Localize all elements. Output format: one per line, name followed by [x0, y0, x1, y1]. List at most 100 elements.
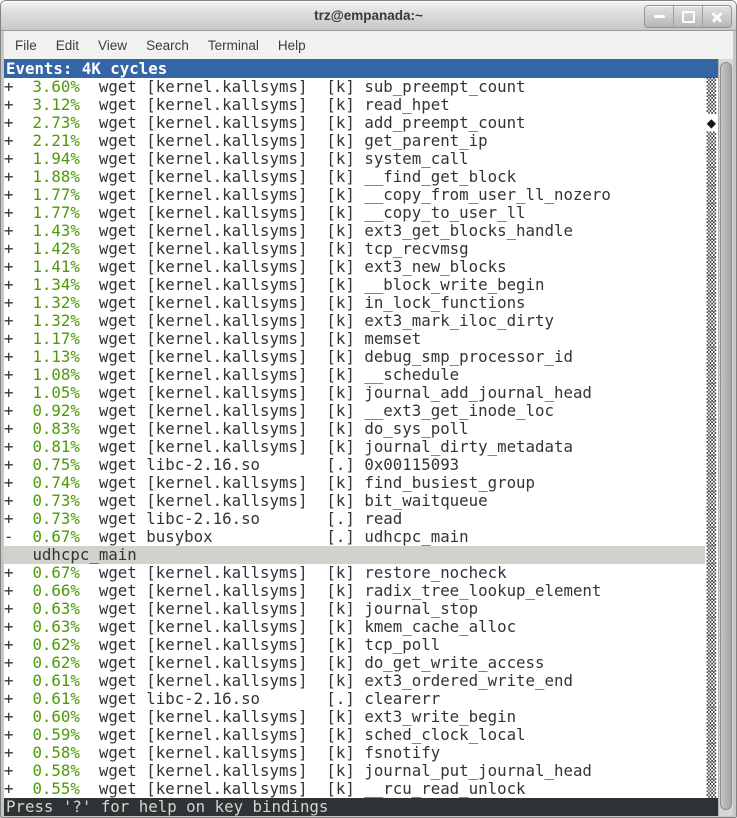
- perf-row[interactable]: + 0.73% wget [kernel.kallsyms] [k] bit_w…: [4, 491, 717, 510]
- perf-row[interactable]: + 1.13% wget [kernel.kallsyms] [k] debug…: [4, 347, 717, 366]
- perf-row[interactable]: + 1.32% wget [kernel.kallsyms] [k] ext3_…: [4, 311, 717, 330]
- perf-row[interactable]: + 2.21% wget [kernel.kallsyms] [k] get_p…: [4, 131, 717, 150]
- close-icon: [711, 11, 723, 23]
- menu-item-view[interactable]: View: [98, 37, 128, 53]
- tui-scrollbar-block-icon: ▒: [706, 95, 717, 114]
- tui-scrollbar-block-icon: ▒: [706, 761, 717, 780]
- window-controls: [644, 5, 732, 28]
- tui-scrollbar-block-icon: ▒: [706, 275, 717, 294]
- perf-row[interactable]: + 2.73% wget [kernel.kallsyms] [k] add_p…: [4, 113, 717, 132]
- tui-scrollbar-block-icon: ▒: [706, 293, 717, 312]
- tui-scrollbar-block-icon: ▒: [706, 239, 717, 258]
- tui-scrollbar-block-icon: ▒: [706, 545, 717, 564]
- tui-scrollbar-block-icon: ▒: [706, 743, 717, 762]
- tui-scrollbar-block-icon: ▒: [706, 365, 717, 384]
- menu-item-edit[interactable]: Edit: [55, 37, 80, 53]
- tui-scrollbar-block-icon: ▒: [706, 473, 717, 492]
- perf-row[interactable]: + 1.88% wget [kernel.kallsyms] [k] __fin…: [4, 167, 717, 186]
- perf-row[interactable]: + 1.34% wget [kernel.kallsyms] [k] __blo…: [4, 275, 717, 294]
- terminal-scrollbar[interactable]: [718, 59, 733, 816]
- tui-scrollbar-block-icon: ▒: [706, 509, 717, 528]
- tui-scrollbar-block-icon: ▒: [706, 581, 717, 600]
- perf-row[interactable]: + 1.77% wget [kernel.kallsyms] [k] __cop…: [4, 185, 717, 204]
- tui-scrollbar-block-icon: ▒: [706, 257, 717, 276]
- perf-row[interactable]: + 1.77% wget [kernel.kallsyms] [k] __cop…: [4, 203, 717, 222]
- perf-row[interactable]: + 0.62% wget [kernel.kallsyms] [k] tcp_p…: [4, 635, 717, 654]
- perf-row[interactable]: + 1.32% wget [kernel.kallsyms] [k] in_lo…: [4, 293, 717, 312]
- tui-scrollbar-block-icon: ▒: [706, 149, 717, 168]
- tui-scrollbar-block-icon: ▒: [706, 203, 717, 222]
- titlebar[interactable]: trz@empanada:~: [1, 1, 736, 31]
- tui-scrollbar-block-icon: ▒: [706, 455, 717, 474]
- perf-row[interactable]: + 0.75% wget libc-2.16.so [.] 0x00115093…: [4, 455, 717, 474]
- tui-scrollbar-block-icon: ▒: [706, 131, 717, 150]
- perf-callchain-row[interactable]: udhcpc_main ▒: [4, 545, 717, 564]
- tui-scrollbar-block-icon: ▒: [706, 311, 717, 330]
- perf-rows: + 3.60% wget [kernel.kallsyms] [k] sub_p…: [4, 78, 718, 798]
- menubar: File Edit View Search Terminal Help: [4, 31, 733, 59]
- tui-scrollbar-block-icon: ▒: [706, 221, 717, 240]
- tui-scrollbar-block-icon: ▒: [706, 599, 717, 618]
- perf-row[interactable]: + 1.42% wget [kernel.kallsyms] [k] tcp_r…: [4, 239, 717, 258]
- perf-row[interactable]: + 0.59% wget [kernel.kallsyms] [k] sched…: [4, 725, 717, 744]
- perf-row[interactable]: + 0.81% wget [kernel.kallsyms] [k] journ…: [4, 437, 717, 456]
- perf-row[interactable]: + 0.73% wget libc-2.16.so [.] read ▒: [4, 509, 717, 528]
- window-title: trz@empanada:~: [314, 8, 423, 23]
- perf-row[interactable]: + 0.61% wget libc-2.16.so [.] clearerr ▒: [4, 689, 717, 708]
- tui-scrollbar-block-icon: ▒: [706, 383, 717, 402]
- perf-row[interactable]: + 0.83% wget [kernel.kallsyms] [k] do_sy…: [4, 419, 717, 438]
- maximize-icon: [681, 10, 695, 23]
- tui-scrollbar-block-icon: ▒: [706, 419, 717, 438]
- tui-scrollbar-block-icon: ▒: [706, 491, 717, 510]
- tui-scrollbar-block-icon: ▒: [706, 563, 717, 582]
- tui-scrollbar-block-icon: ▒: [706, 707, 717, 726]
- terminal-content[interactable]: Events: 4K cycles + 3.60% wget [kernel.k…: [4, 59, 733, 816]
- tui-scrollbar-block-icon: ▒: [706, 779, 717, 798]
- perf-tui-screen[interactable]: Events: 4K cycles + 3.60% wget [kernel.k…: [4, 59, 719, 816]
- perf-row[interactable]: + 0.92% wget [kernel.kallsyms] [k] __ext…: [4, 401, 717, 420]
- menu-item-file[interactable]: File: [15, 37, 37, 53]
- perf-row[interactable]: + 0.74% wget [kernel.kallsyms] [k] find_…: [4, 473, 717, 492]
- perf-row[interactable]: + 0.63% wget [kernel.kallsyms] [k] kmem_…: [4, 617, 717, 636]
- perf-status-line: Press '?' for help on key bindings: [4, 798, 719, 816]
- tui-scrollbar-block-icon: ▒: [706, 437, 717, 456]
- tui-scrollbar-position-icon: ◆: [706, 113, 717, 132]
- terminal-scrollbar-thumb[interactable]: [720, 62, 732, 810]
- perf-row[interactable]: + 3.12% wget [kernel.kallsyms] [k] read_…: [4, 95, 717, 114]
- tui-scrollbar-block-icon: ▒: [706, 77, 717, 96]
- perf-row[interactable]: + 0.66% wget [kernel.kallsyms] [k] radix…: [4, 581, 717, 600]
- perf-row[interactable]: + 0.61% wget [kernel.kallsyms] [k] ext3_…: [4, 671, 717, 690]
- perf-row[interactable]: + 0.67% wget [kernel.kallsyms] [k] resto…: [4, 563, 717, 582]
- perf-row[interactable]: + 1.05% wget [kernel.kallsyms] [k] journ…: [4, 383, 717, 402]
- perf-row[interactable]: + 0.58% wget [kernel.kallsyms] [k] journ…: [4, 761, 717, 780]
- perf-row[interactable]: + 1.43% wget [kernel.kallsyms] [k] ext3_…: [4, 221, 717, 240]
- perf-row[interactable]: + 0.55% wget [kernel.kallsyms] [k] __rcu…: [4, 779, 717, 798]
- tui-scrollbar-block-icon: ▒: [706, 653, 717, 672]
- tui-scrollbar-block-icon: ▒: [706, 401, 717, 420]
- perf-row[interactable]: - 0.67% wget busybox [.] udhcpc_main ▒: [4, 527, 717, 546]
- tui-scrollbar-block-icon: ▒: [706, 527, 717, 546]
- tui-scrollbar-block-icon: ▒: [706, 185, 717, 204]
- menu-item-terminal[interactable]: Terminal: [207, 37, 259, 53]
- perf-row[interactable]: + 0.62% wget [kernel.kallsyms] [k] do_ge…: [4, 653, 717, 672]
- menu-item-help[interactable]: Help: [277, 37, 306, 53]
- perf-row[interactable]: + 1.17% wget [kernel.kallsyms] [k] memse…: [4, 329, 717, 348]
- menu-item-search[interactable]: Search: [146, 37, 189, 53]
- tui-scrollbar-block-icon: ▒: [706, 347, 717, 366]
- perf-events-header: Events: 4K cycles: [4, 59, 719, 78]
- tui-scrollbar-block-icon: ▒: [706, 635, 717, 654]
- perf-row[interactable]: + 0.63% wget [kernel.kallsyms] [k] journ…: [4, 599, 717, 618]
- maximize-button[interactable]: [673, 6, 702, 27]
- tui-scrollbar-block-icon: ▒: [706, 689, 717, 708]
- perf-row[interactable]: + 0.60% wget [kernel.kallsyms] [k] ext3_…: [4, 707, 717, 726]
- close-button[interactable]: [702, 6, 731, 27]
- perf-row[interactable]: + 0.58% wget [kernel.kallsyms] [k] fsnot…: [4, 743, 717, 762]
- perf-row[interactable]: + 1.94% wget [kernel.kallsyms] [k] syste…: [4, 149, 717, 168]
- perf-row[interactable]: + 1.41% wget [kernel.kallsyms] [k] ext3_…: [4, 257, 717, 276]
- tui-scrollbar-block-icon: ▒: [706, 725, 717, 744]
- tui-scrollbar-block-icon: ▒: [706, 617, 717, 636]
- perf-row[interactable]: + 1.08% wget [kernel.kallsyms] [k] __sch…: [4, 365, 717, 384]
- tui-scrollbar-block-icon: ▒: [706, 671, 717, 690]
- perf-row[interactable]: + 3.60% wget [kernel.kallsyms] [k] sub_p…: [4, 77, 717, 96]
- minimize-button[interactable]: [645, 6, 673, 27]
